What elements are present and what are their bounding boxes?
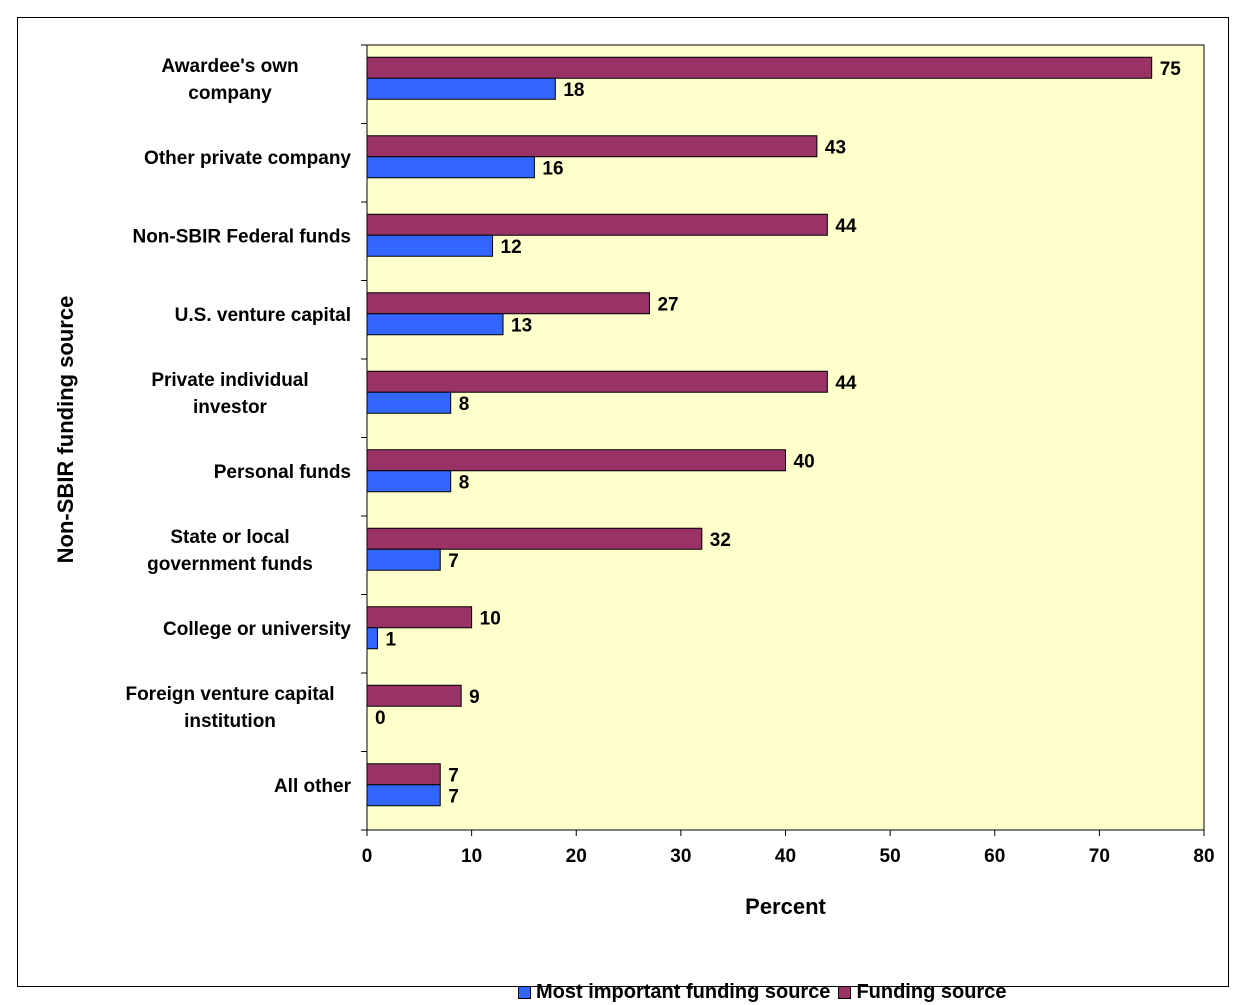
data-label-funding-source-2: 44 [835,216,857,237]
bar-most-important-6 [366,548,441,571]
legend-item-funding-source: Funding source [838,981,1006,1004]
legend: Most important funding source Funding so… [518,979,1010,1005]
category-label-9: All other [274,776,352,797]
data-label-funding-source-5: 40 [794,451,815,472]
bar-funding-source-0 [366,56,1153,79]
data-label-most-important-0: 18 [563,80,584,101]
data-label-most-important-8: 0 [375,708,386,729]
x-tick-label-4: 40 [775,846,796,867]
bar-funding-source-5 [366,449,786,472]
data-label-funding-source-3: 27 [657,294,678,315]
category-label-4-line-1: investor [193,397,268,418]
x-tick-label-7: 70 [1089,846,1110,867]
bar-most-important-4 [366,391,452,414]
bar-funding-source-8 [366,684,462,707]
category-label-8-line-0: Foreign venture capital [125,684,334,705]
category-label-4-line-0: Private individual [151,370,308,391]
data-label-most-important-9: 7 [448,786,459,807]
category-label-0-line-1: company [188,83,272,104]
bar-funding-source-4 [366,370,828,393]
bar-most-important-9 [366,784,441,807]
category-label-2: Non-SBIR Federal funds [132,226,351,247]
category-label-6-line-0: State or local [170,527,289,548]
y-axis-title: Non-SBIR funding source [53,296,78,564]
bar-funding-source-6 [366,527,703,550]
x-tick-label-1: 10 [461,846,482,867]
bar-funding-source-7 [366,606,473,629]
x-axis-title: Percent [745,894,826,919]
bar-funding-source-9 [366,763,441,786]
category-label-0-line-0: Awardee's own [161,56,298,77]
chart-frame: 75 18 Awardee's own company 43 16 Other privat… [17,17,1229,1003]
legend-swatch-funding-source [838,985,852,999]
data-label-most-important-1: 16 [542,158,563,179]
data-label-funding-source-1: 43 [825,137,846,158]
legend-item-most-important: Most important funding source [518,981,830,1004]
data-label-funding-source-8: 9 [469,687,480,708]
legend-swatch-most-important [518,985,531,999]
legend-label-most-important: Most important funding source [536,980,831,1003]
category-label-3: U.S. venture capital [175,305,351,326]
category-label-8-line-1: institution [184,711,276,732]
category-label-5: Personal funds [214,462,351,483]
data-label-most-important-2: 12 [501,237,522,258]
bar-funding-source-2 [366,213,828,236]
data-label-most-important-7: 1 [385,629,396,650]
bar-most-important-5 [366,470,452,493]
bar-funding-source-1 [366,135,818,158]
data-label-funding-source-9: 7 [448,765,459,786]
data-label-most-important-5: 8 [459,472,470,493]
legend-label-funding-source: Funding source [856,980,1007,1003]
x-tick-label-8: 80 [1193,846,1214,867]
category-label-7: College or university [163,619,351,640]
x-tick-label-5: 50 [880,846,901,867]
data-label-funding-source-4: 44 [835,373,857,394]
bar-most-important-1 [366,156,535,179]
bar-funding-source-3 [366,292,650,315]
data-label-most-important-4: 8 [459,394,470,415]
data-label-most-important-3: 13 [511,315,532,336]
bar-most-important-0 [366,77,556,100]
bar-most-important-7 [366,627,378,650]
x-tick-label-2: 20 [566,846,587,867]
data-label-funding-source-0: 75 [1160,59,1182,80]
bar-most-important-2 [366,234,494,257]
bar-most-important-3 [366,313,504,336]
data-label-most-important-6: 7 [448,551,459,572]
data-label-funding-source-7: 10 [480,608,501,629]
x-tick-label-0: 0 [362,846,373,867]
x-tick-label-6: 60 [984,846,1005,867]
x-tick-label-3: 30 [670,846,691,867]
category-label-6-line-1: government funds [147,554,313,575]
category-label-1: Other private company [144,148,351,169]
data-label-funding-source-6: 32 [710,530,731,551]
